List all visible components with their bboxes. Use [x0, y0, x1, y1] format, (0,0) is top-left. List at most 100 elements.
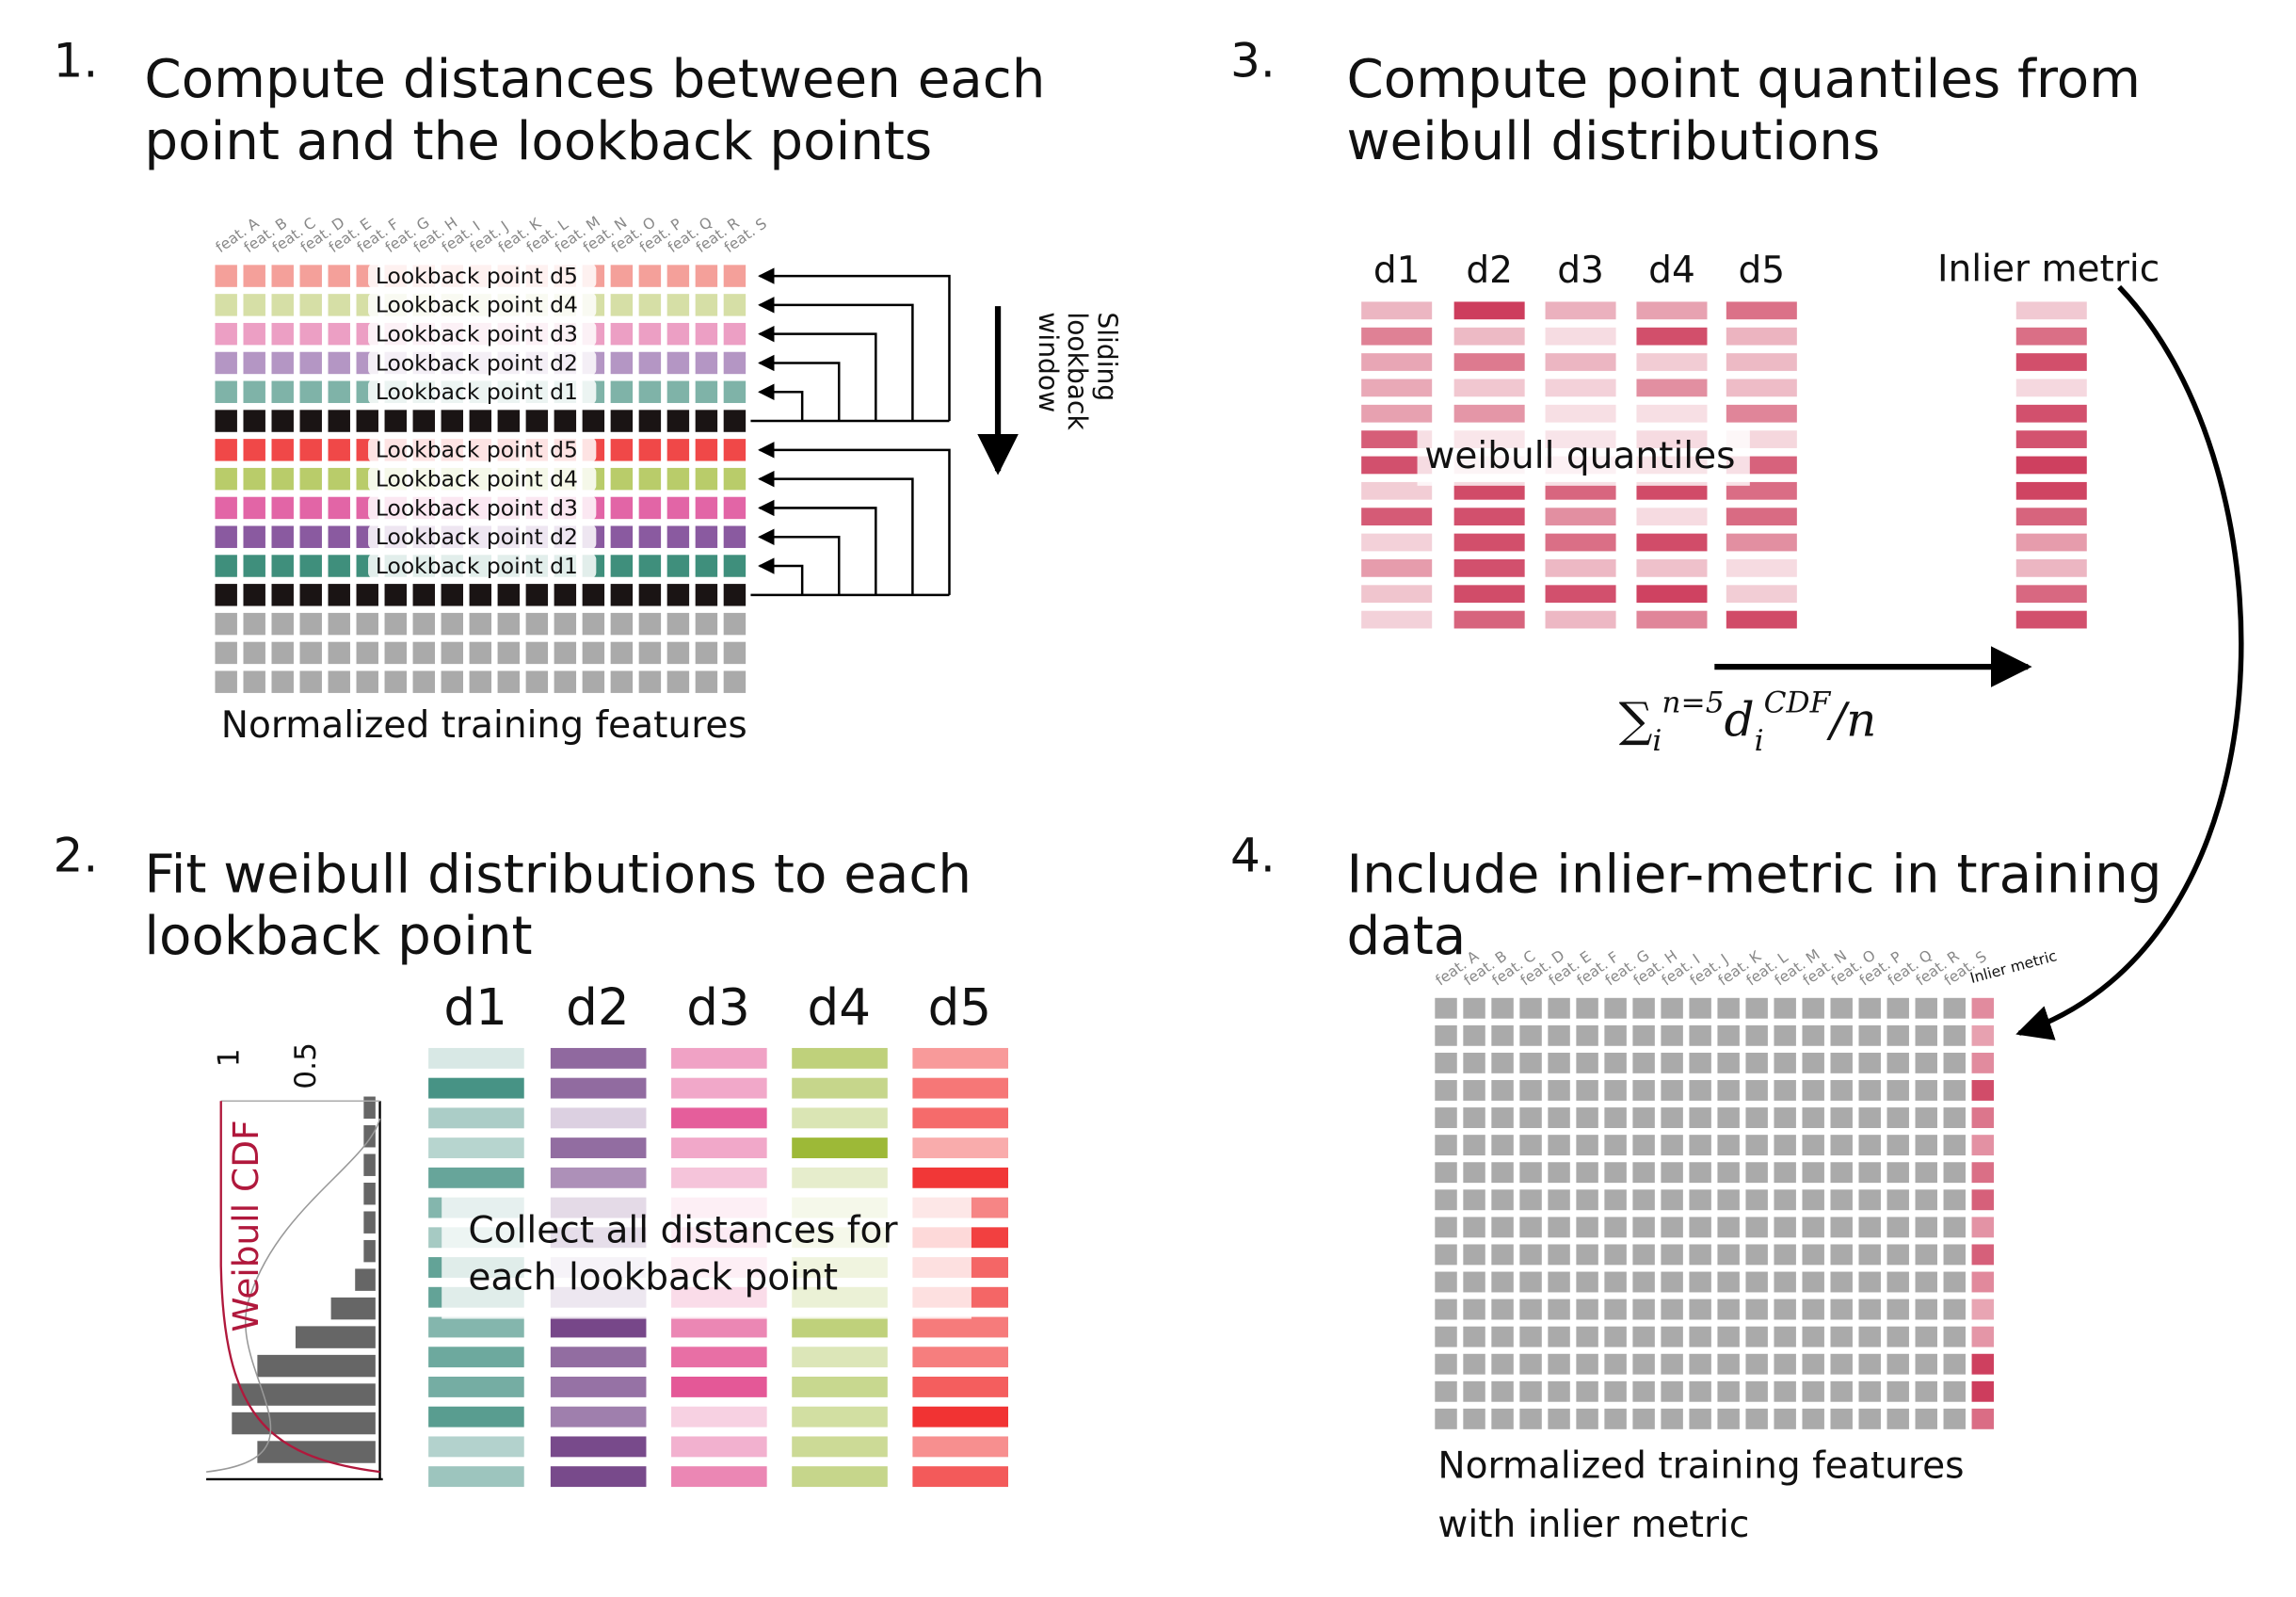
cell: [1463, 1271, 1485, 1293]
title: weibull distributions: [1347, 111, 1881, 172]
cell: [1745, 1024, 1768, 1046]
cell: [1604, 997, 1627, 1019]
cell: [1802, 1189, 1824, 1211]
cell: [215, 525, 237, 548]
cell: [1717, 1135, 1740, 1156]
cell: [695, 322, 718, 346]
cell: [1915, 1217, 1937, 1238]
cell: [1774, 997, 1796, 1019]
cell: [1774, 1135, 1796, 1156]
cell: [1745, 1271, 1768, 1293]
cell: [723, 555, 747, 577]
cell: [1802, 1052, 1824, 1073]
distance-bar: [792, 1406, 888, 1428]
cell: [1689, 1217, 1711, 1238]
cell: [215, 670, 237, 693]
cell: [695, 265, 718, 287]
cell: [243, 439, 265, 461]
cell: [1858, 1135, 1881, 1156]
distance-bar: [550, 1376, 647, 1397]
cell: [271, 555, 294, 577]
quantile-bar: [1636, 558, 1708, 577]
cell: [1491, 1380, 1514, 1402]
distance-bar: [671, 1466, 767, 1488]
column-label: d2: [1466, 250, 1513, 292]
hist-bar: [363, 1125, 376, 1148]
cell: [243, 525, 265, 548]
cell: [1463, 1189, 1485, 1211]
formula-part: CDF: [1764, 686, 1832, 720]
cell: [299, 322, 322, 346]
cell: [610, 670, 634, 693]
cell: [1435, 1353, 1457, 1375]
distance-bar: [428, 1137, 524, 1159]
cell: [1491, 1107, 1514, 1128]
distance-bar: [428, 1376, 524, 1397]
inlier-cell: [1971, 1052, 1994, 1073]
cell: [666, 380, 690, 403]
cell: [1519, 1380, 1542, 1402]
cell: [1887, 1380, 1909, 1402]
distance-bar: [428, 1167, 524, 1188]
quantile-bar: [1636, 585, 1708, 604]
cell: [271, 410, 294, 432]
cell: [271, 322, 294, 346]
cell: [1774, 1189, 1796, 1211]
cell: [1802, 997, 1824, 1019]
cell: [1661, 1024, 1683, 1046]
quantile-bar: [1636, 301, 1708, 320]
cell: [1576, 1299, 1598, 1320]
cell: [525, 641, 549, 665]
cell: [1858, 1271, 1881, 1293]
cell: [1491, 997, 1514, 1019]
cell: [695, 555, 718, 577]
cell: [666, 584, 690, 606]
cell: [695, 612, 718, 636]
cell: [1802, 1024, 1824, 1046]
cell: [1830, 1326, 1853, 1347]
distance-bar: [671, 1047, 767, 1069]
cell: [525, 584, 549, 606]
window-label: Sliding: [1091, 312, 1122, 401]
cell: [1661, 1162, 1683, 1184]
cell: [1745, 1353, 1768, 1375]
cell: [1915, 1299, 1937, 1320]
cell: [610, 410, 634, 432]
overlay-box: [1417, 427, 1750, 486]
quantile-bar: [1636, 481, 1708, 500]
cell: [1548, 1162, 1570, 1184]
cell: [1943, 1353, 1966, 1375]
cell: [1887, 1080, 1909, 1101]
cell: [1689, 1107, 1711, 1128]
cell: [1576, 1024, 1598, 1046]
overlay-text: weibull quantiles: [1424, 435, 1735, 477]
cell: [1858, 1052, 1881, 1073]
cell: [328, 294, 350, 316]
cell: [271, 351, 294, 375]
cell: [554, 410, 577, 432]
cell: [1435, 1024, 1457, 1046]
distance-bar: [550, 1077, 647, 1099]
cell: [723, 322, 747, 346]
inlier-bar: [2015, 508, 2087, 526]
cell: [1802, 1380, 1824, 1402]
cell: [1915, 1244, 1937, 1266]
cell: [1745, 1107, 1768, 1128]
cell: [299, 467, 322, 491]
quantile-bar: [1361, 508, 1433, 526]
distance-bar: [550, 1167, 647, 1188]
quantile-bar: [1726, 508, 1797, 526]
cell: [1717, 1353, 1740, 1375]
cell: [695, 584, 718, 606]
distance-bar: [912, 1077, 1009, 1099]
quantile-bar: [1636, 353, 1708, 371]
caption: with inlier metric: [1437, 1504, 1749, 1546]
cell: [1858, 1299, 1881, 1320]
cell: [666, 265, 690, 287]
axis-tick: 0.5: [289, 1042, 323, 1089]
cell: [1661, 1299, 1683, 1320]
cell: [638, 439, 662, 461]
cell: [723, 496, 747, 520]
cell: [328, 612, 350, 636]
cell: [666, 410, 690, 432]
